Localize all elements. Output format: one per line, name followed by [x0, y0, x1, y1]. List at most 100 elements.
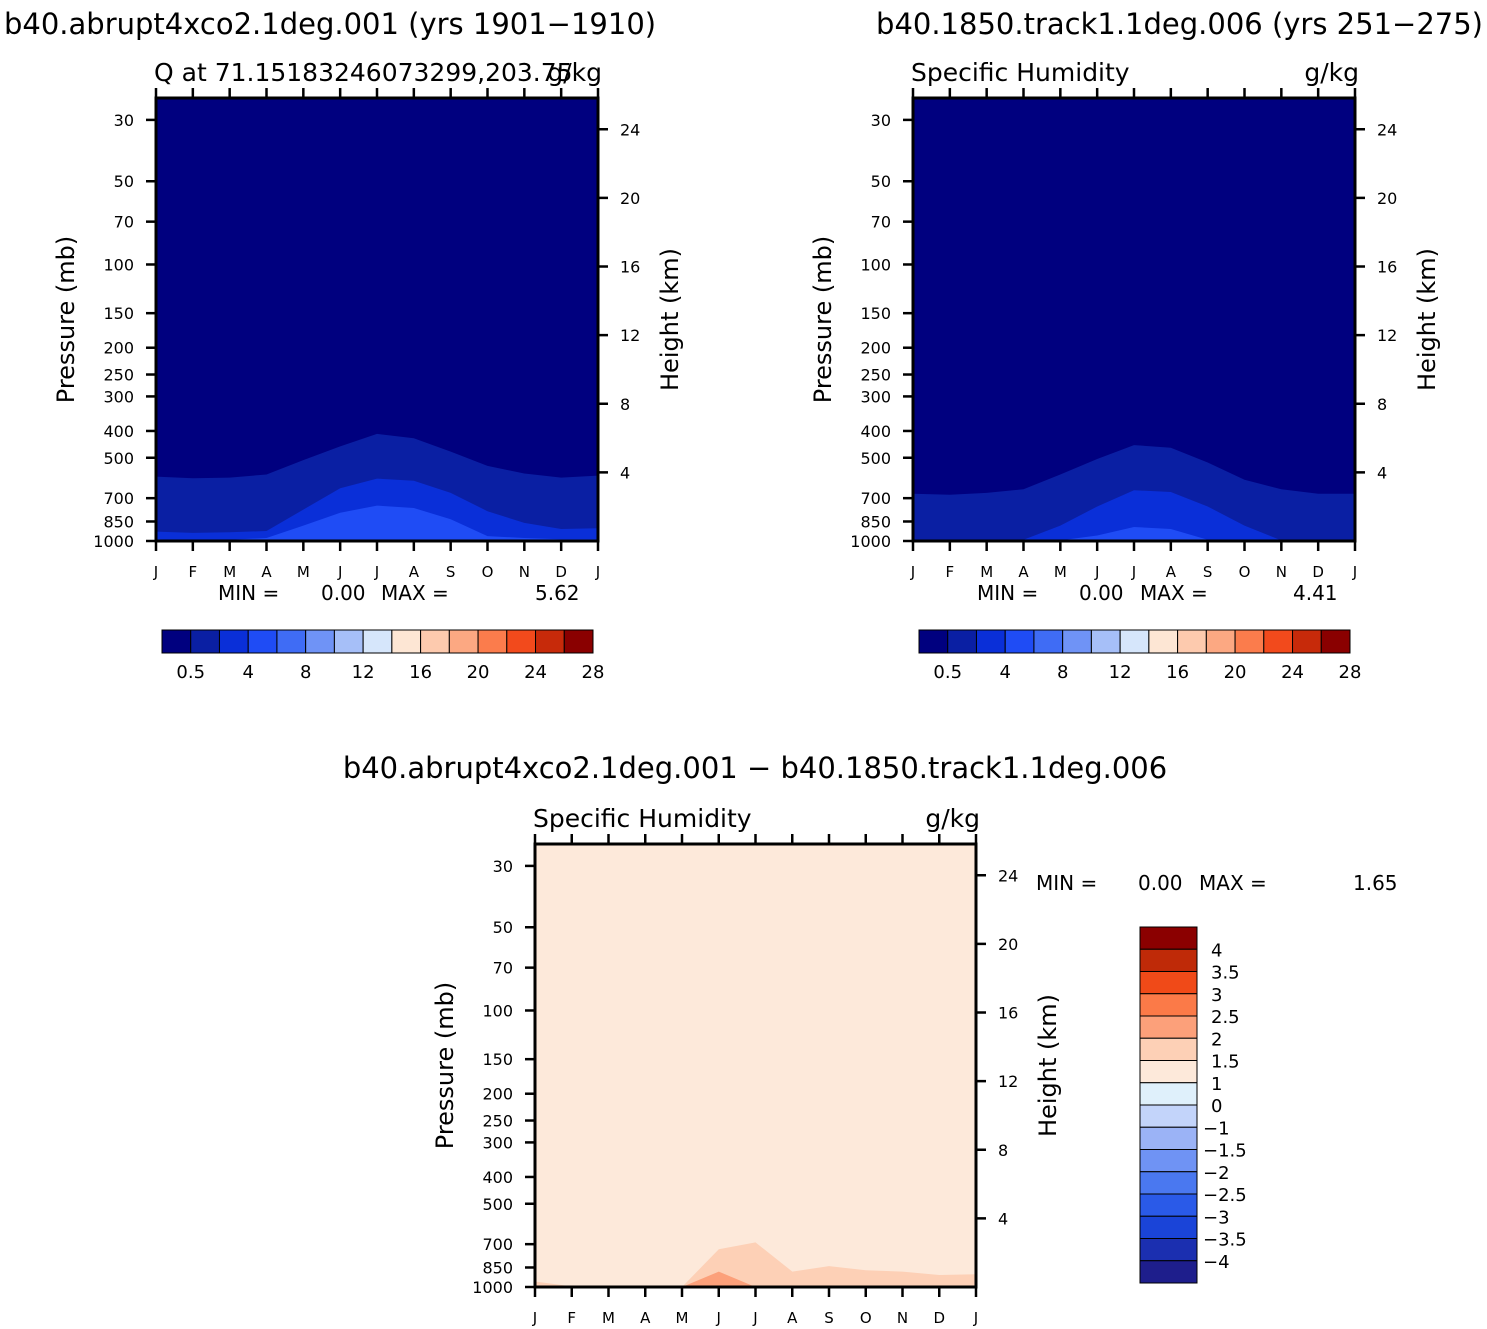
diff-pressure-axis-title: Pressure (mb)	[431, 982, 459, 1149]
right-pressure-label: 500	[860, 449, 891, 468]
diff-colorbar-box	[1139, 1260, 1198, 1284]
left-colorbar: 0.5 4 8 12 16 20 24 28	[161, 629, 605, 683]
diff-panel: Specific Humidity g/kgJ F M A M J J A S O N D J305070…	[431, 804, 1398, 1327]
left-colorbar-box	[535, 629, 565, 654]
left-height-label: 4	[620, 463, 630, 482]
right-pressure-label: 150	[860, 304, 891, 323]
left-max-value: 5.62	[535, 581, 580, 605]
left-month-label: F	[189, 563, 198, 581]
left-colorbar-label: 24	[524, 662, 547, 683]
right-colorbar-box	[1119, 629, 1150, 654]
left-month-label: A	[261, 563, 272, 581]
left-colorbar-box	[333, 629, 364, 654]
left-month-label: D	[555, 563, 567, 581]
left-panel-title: Q at 71.15183246073299,203.75	[154, 58, 573, 87]
right-units-label: g/kg	[1304, 58, 1359, 87]
diff-colorbar-box	[1139, 1082, 1198, 1106]
diff-height-label: 4	[998, 1209, 1008, 1228]
right-pressure-label: 300	[860, 387, 891, 406]
right-pressure-label: 30	[871, 111, 891, 130]
diff-colorbar-box	[1139, 1126, 1198, 1150]
left-month-label: S	[446, 563, 456, 581]
diff-pressure-label: 250	[482, 1112, 513, 1131]
diff-header: b40.abrupt4xco2.1deg.001 − b40.1850.trac…	[343, 751, 1167, 785]
right-colorbar-box	[1090, 629, 1121, 654]
left-colorbar-label: 0.5	[176, 662, 205, 683]
right-colorbar-box	[1062, 629, 1092, 654]
diff-min-value: 0.00	[1138, 871, 1183, 895]
right-month-label: M	[1054, 563, 1067, 581]
diff-pressure-label: 300	[482, 1133, 513, 1152]
left-month-label: A	[409, 563, 420, 581]
left-colorbar-box	[448, 629, 479, 654]
right-pressure-label: 70	[871, 213, 891, 232]
right-colorbar-box	[947, 629, 977, 654]
diff-colorbar-box	[1139, 1015, 1198, 1039]
left-colorbar-box	[563, 629, 594, 654]
left-pressure-label: 200	[103, 339, 134, 358]
diff-colorbar-label: −4	[1203, 1252, 1230, 1273]
diff-height-label: 24	[998, 866, 1018, 885]
diff-month-label: O	[860, 1309, 872, 1327]
right-month-label: D	[1312, 563, 1324, 581]
diff-month-label: M	[676, 1309, 689, 1327]
right-colorbar-box	[1177, 629, 1207, 654]
left-units-label: g/kg	[547, 58, 602, 87]
left-colorbar-box	[218, 629, 249, 654]
left-month-label: J	[595, 563, 600, 581]
right-colorbar-label: 0.5	[933, 662, 962, 683]
left-colorbar-box	[420, 629, 450, 654]
right-month-label: J	[1352, 563, 1357, 581]
right-colorbar-box	[1292, 629, 1322, 654]
diff-pressure-label: 100	[482, 1001, 513, 1020]
diff-month-label: D	[933, 1309, 945, 1327]
diff-max-value: 1.65	[1353, 871, 1398, 895]
diff-pressure-label: 500	[482, 1195, 513, 1214]
diff-pressure-label: 200	[482, 1085, 513, 1104]
diff-month-label: A	[787, 1309, 798, 1327]
diff-colorbar-label: −1.5	[1203, 1141, 1247, 1162]
left-colorbar-box	[391, 629, 422, 654]
right-contour-fill-2	[913, 527, 1355, 541]
diff-pressure-label: 850	[482, 1258, 513, 1277]
right-height-label: 4	[1377, 463, 1387, 482]
diff-height-label: 8	[998, 1141, 1008, 1160]
right-colorbar-label: 12	[1109, 662, 1132, 683]
right-pressure-label: 50	[871, 172, 891, 191]
diff-colorbar-label: −2	[1203, 1163, 1230, 1184]
right-colorbar-label: 4	[999, 662, 1010, 683]
left-pressure-label: 70	[114, 213, 134, 232]
left-height-label: 20	[620, 189, 640, 208]
right-height-label: 8	[1377, 395, 1387, 414]
right-month-label: N	[1276, 563, 1287, 581]
left-colorbar-label: 4	[242, 662, 253, 683]
left-colorbar-box	[276, 629, 307, 654]
diff-field-background	[535, 844, 976, 1287]
diff-pressure-label: 150	[482, 1050, 513, 1069]
left-colorbar-box	[477, 629, 508, 654]
diff-colorbar-box	[1139, 971, 1198, 995]
left-colorbar-label: 28	[582, 662, 605, 683]
right-height-label: 24	[1377, 120, 1397, 139]
right-colorbar-box	[1004, 629, 1035, 654]
right-max-value: 4.41	[1293, 581, 1338, 605]
left-min-value: 0.00	[321, 581, 366, 605]
left-header: b40.abrupt4xco2.1deg.001 (yrs 1901−1910)	[4, 7, 656, 41]
diff-month-label: M	[602, 1309, 615, 1327]
left-pressure-axis-title: Pressure (mb)	[52, 236, 80, 403]
diff-pressure-label: 700	[482, 1235, 513, 1254]
left-colorbar-label: 12	[352, 662, 375, 683]
right-pressure-label: 700	[860, 489, 891, 508]
right-pressure-label: 1000	[850, 532, 891, 551]
left-height-label: 8	[620, 395, 630, 414]
right-min-value: 0.00	[1079, 581, 1124, 605]
diff-pressure-label: 50	[493, 918, 513, 937]
right-month-label: A	[1018, 563, 1029, 581]
left-month-label: J	[153, 563, 158, 581]
left-pressure-label: 1000	[93, 532, 134, 551]
right-height-label: 12	[1377, 326, 1397, 345]
diff-pressure-label: 70	[493, 959, 513, 978]
diff-colorbar-box	[1139, 1149, 1198, 1173]
left-month-label: M	[297, 563, 310, 581]
